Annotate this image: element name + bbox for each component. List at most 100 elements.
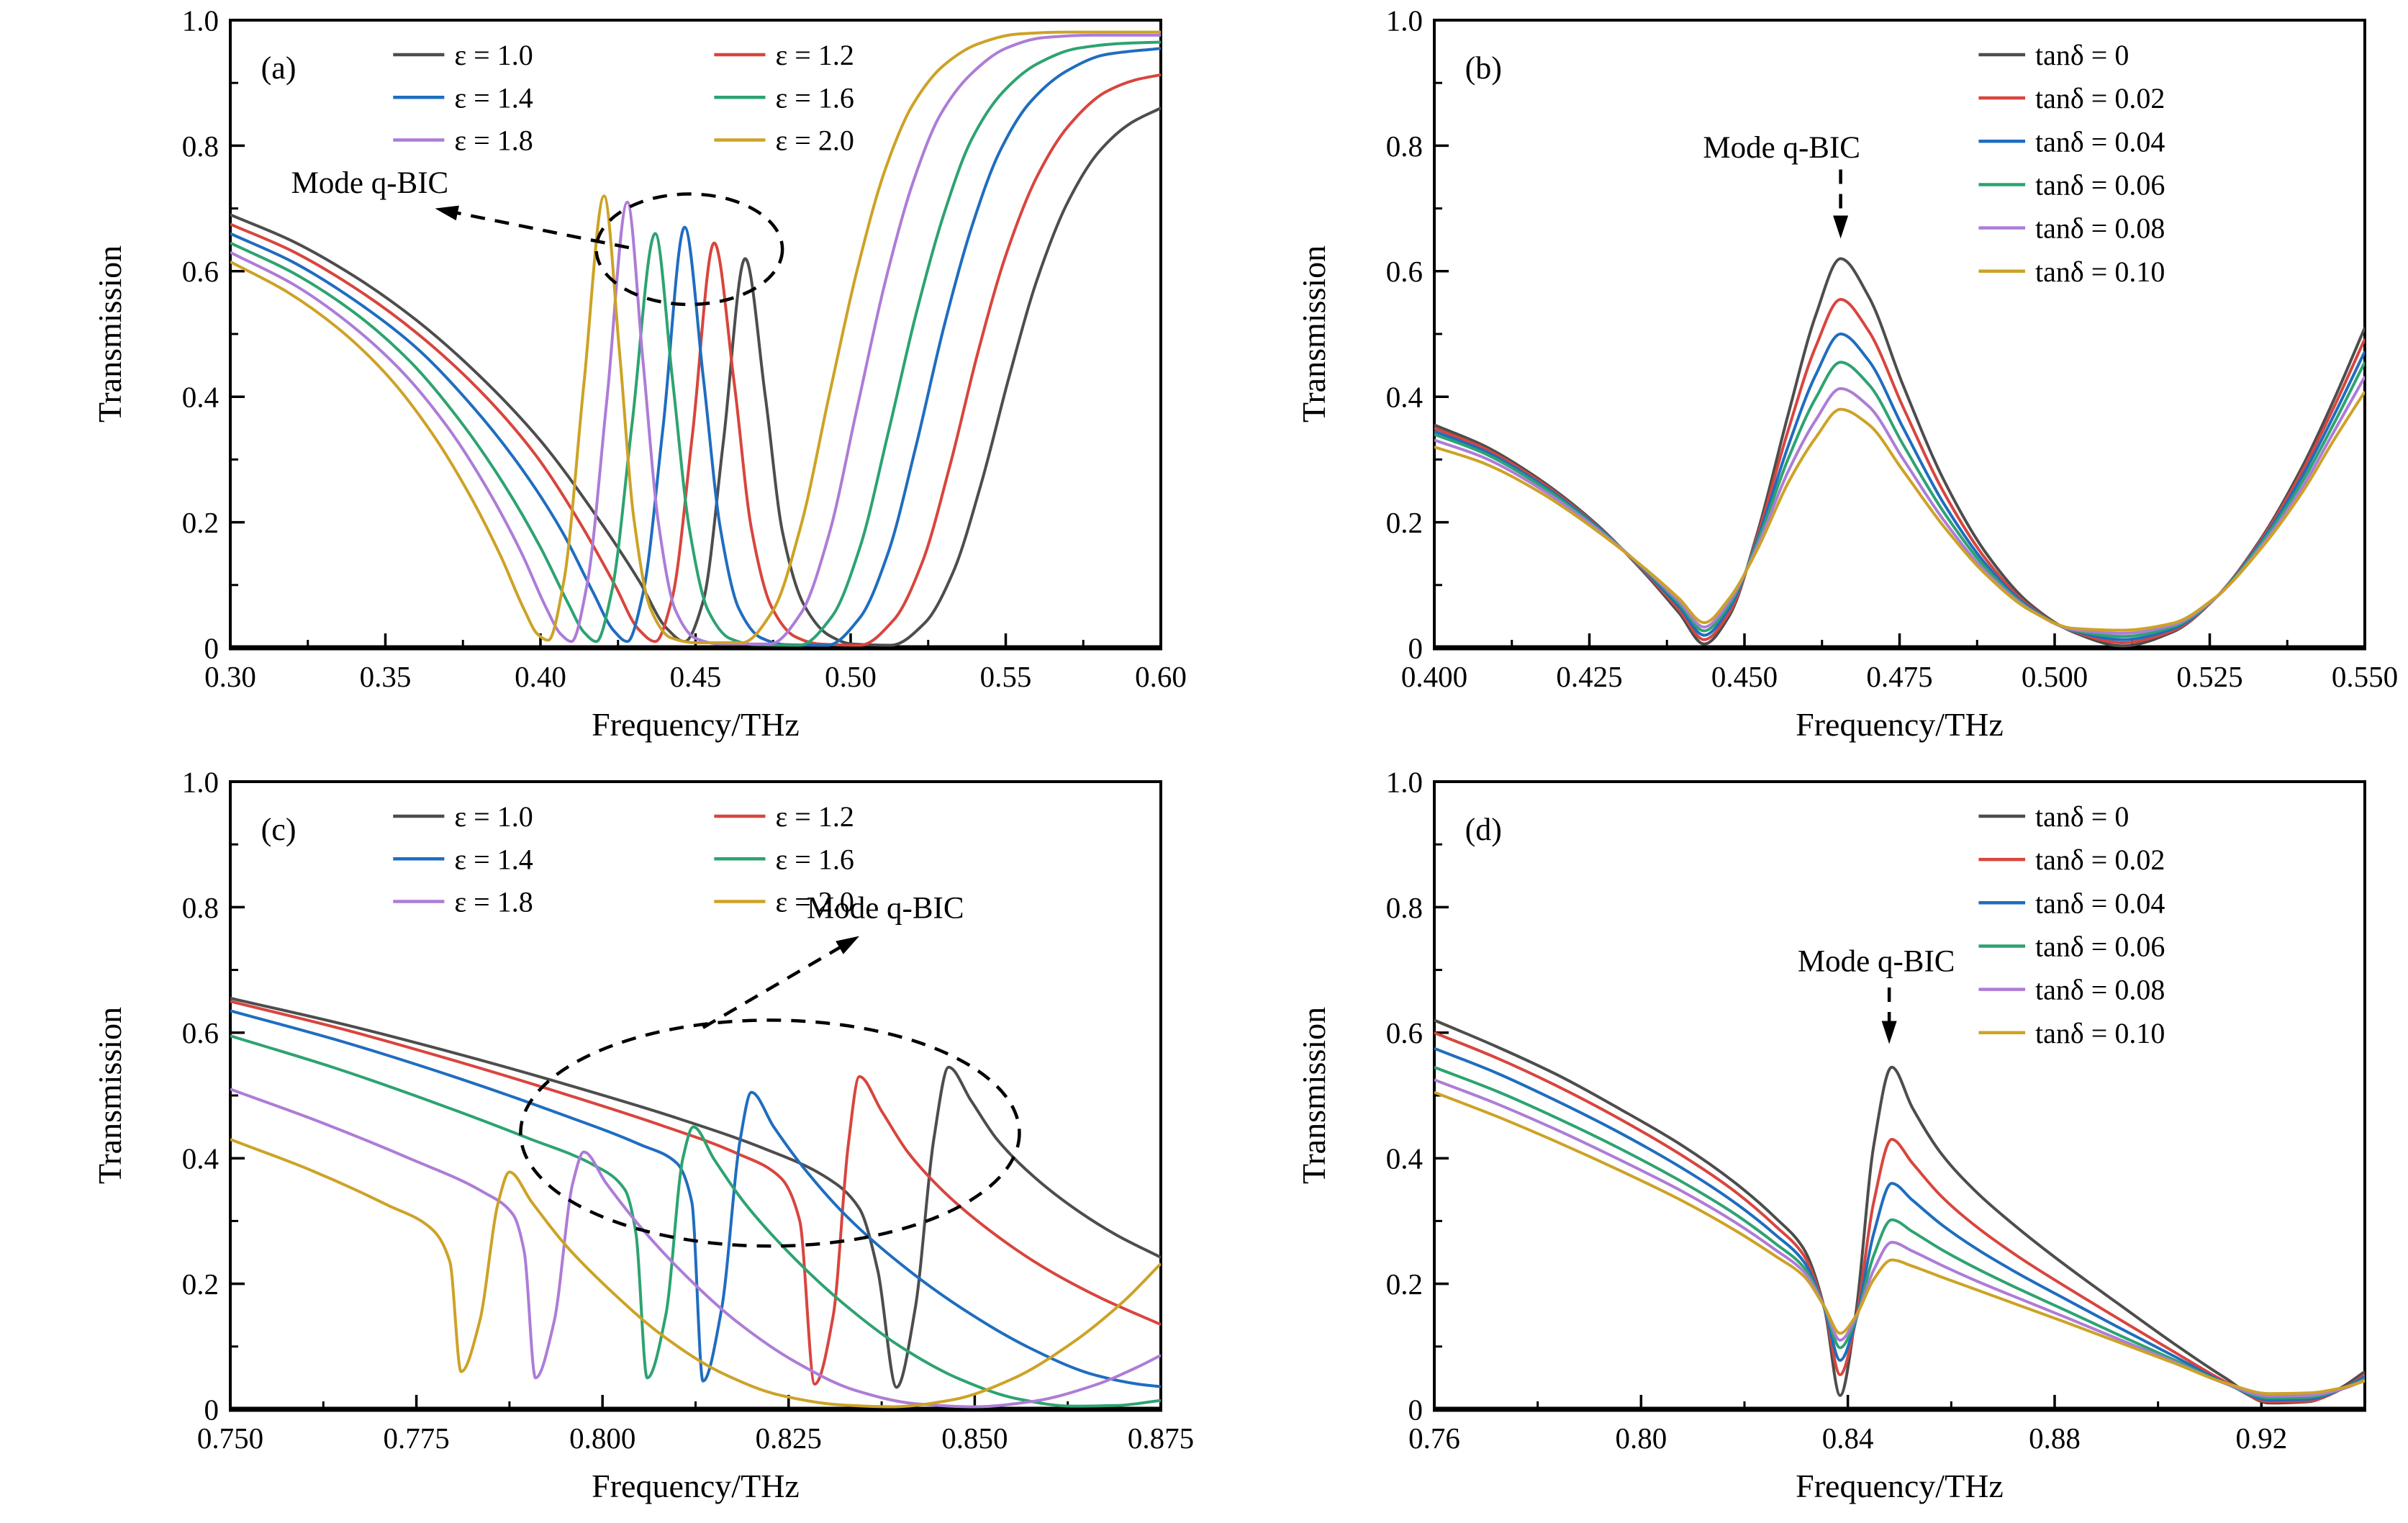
x-tick-label: 0.750 (197, 1422, 263, 1455)
panel-label: (c) (261, 812, 297, 847)
y-tick-label: 0.6 (1386, 255, 1423, 288)
legend-item: tanδ = 0.08 (1978, 974, 2165, 1006)
legend-item: ε = 1.6 (714, 843, 854, 875)
legend-label: tanδ = 0.04 (2035, 887, 2165, 919)
y-tick-label: 0.4 (1386, 1142, 1423, 1175)
legend-item: ε = 1.8 (393, 886, 533, 918)
legend-label: ε = 1.2 (775, 39, 854, 71)
series-tan-0.02 (1434, 1031, 2365, 1404)
legend-item: ε = 1.2 (714, 39, 854, 71)
legend: tanδ = 0 tanδ = 0.02 tanδ = 0.04 tanδ = 0.0… (1978, 39, 2165, 288)
y-tick-label: 0.2 (182, 506, 219, 539)
legend-item: ε = 1.4 (393, 81, 533, 114)
legend-item: tanδ = 0.06 (1978, 168, 2165, 201)
legend-item: ε = 2.0 (714, 125, 854, 157)
y-tick-label: 0.2 (182, 1267, 219, 1301)
x-tick-label: 0.80 (1615, 1422, 1667, 1455)
x-tick-label: 0.45 (670, 660, 722, 693)
y-tick-label: 1.0 (182, 4, 219, 37)
x-tick-label: 0.88 (2029, 1422, 2081, 1455)
y-tick-label: 0.6 (182, 255, 219, 288)
series-1.6 (230, 1034, 1161, 1408)
legend-label: ε = 1.8 (454, 886, 533, 918)
arrowhead-icon (1881, 1021, 1897, 1044)
legend-item: tanδ = 0 (1978, 800, 2129, 833)
arrowhead-icon (836, 936, 860, 954)
x-tick-label: 0.55 (980, 660, 1032, 693)
x-tick-label: 0.800 (569, 1422, 635, 1455)
qbic-arrow-annotation (1833, 169, 1849, 239)
x-tick-label: 0.40 (515, 660, 566, 693)
y-tick-label: 0.4 (1386, 381, 1423, 414)
legend-item: ε = 1.6 (714, 81, 854, 114)
panel-d: 0.76 0.80 0.84 0.88 0.92 0 0.2 0.4 0.6 0.8 1.0 Freq… (1204, 762, 2408, 1523)
panel-c: 0.750 0.775 0.800 0.825 0.850 0.875 0 0.2 0.4 0.6… (0, 762, 1204, 1523)
panel-label: (b) (1465, 50, 1502, 86)
legend-label: ε = 1.0 (454, 39, 533, 71)
series-1.4 (230, 47, 1161, 647)
series-1.2 (230, 1000, 1161, 1386)
x-tick-label: 0.84 (1822, 1422, 1874, 1455)
x-axis-label: Frequency/THz (592, 1468, 800, 1504)
plot-frame (229, 780, 1162, 1411)
legend-label: tanδ = 0.06 (2035, 168, 2165, 201)
x-tick-label: 0.500 (2022, 660, 2088, 693)
x-tick-label: 0.525 (2176, 660, 2242, 693)
x-tick-label: 0.60 (1135, 660, 1187, 693)
arrow-line (702, 944, 844, 1029)
qbic-ellipse-annotation (594, 192, 784, 307)
legend-label: ε = 2.0 (775, 125, 854, 157)
x-tick-label: 0.30 (204, 660, 256, 693)
legend-label: ε = 1.6 (775, 843, 854, 875)
legend-label: tanδ = 0.06 (2035, 930, 2165, 962)
x-tick-label: 0.35 (360, 660, 412, 693)
x-tick-label: 0.475 (1866, 660, 1932, 693)
legend-label: ε = 1.0 (454, 800, 533, 833)
legend-label: tanδ = 0.10 (2035, 256, 2165, 288)
arrow-line (453, 210, 630, 250)
legend-item: ε = 1.8 (393, 125, 533, 157)
series-tan-0.02 (1434, 298, 2365, 644)
legend-item: tanδ = 0 (1978, 39, 2129, 71)
series-1.8 (230, 1088, 1161, 1409)
legend-item: ε = 1.2 (714, 800, 854, 833)
series-1.0 (230, 107, 1161, 647)
legend-label: tanδ = 0.02 (2035, 82, 2165, 114)
legend-label: ε = 1.8 (454, 125, 533, 157)
y-tick-label: 0.2 (1386, 1267, 1423, 1301)
legend-item: ε = 2.0 (714, 886, 854, 918)
legend-item: ε = 1.4 (393, 843, 533, 875)
legend-label: tanδ = 0.08 (2035, 974, 2165, 1006)
series-1.4 (230, 1009, 1161, 1388)
legend-label: tanδ = 0.10 (2035, 1017, 2165, 1049)
y-tick-label: 0.8 (1386, 891, 1423, 924)
series-1.2 (230, 73, 1161, 647)
x-tick-label: 0.825 (756, 1422, 822, 1455)
series-2.0 (230, 30, 1161, 645)
legend-label: tanδ = 0.02 (2035, 844, 2165, 876)
qbic-arrow-annotation (435, 205, 630, 250)
plot-frame (1433, 19, 2366, 649)
qbic-mode-label: Mode q-BIC (291, 166, 449, 200)
legend-label: tanδ = 0 (2035, 39, 2129, 71)
x-tick-label: 0.425 (1556, 660, 1622, 693)
arrowhead-icon (435, 205, 459, 221)
x-tick-label: 0.50 (825, 660, 877, 693)
x-tick-label: 0.450 (1711, 660, 1778, 693)
series-1.6 (230, 40, 1161, 647)
y-tick-label: 0.8 (182, 130, 219, 163)
qbic-mode-label: Mode q-BIC (1798, 945, 1955, 979)
y-axis-label: Transmission (1295, 1007, 1332, 1184)
legend-item: tanδ = 0.10 (1978, 256, 2165, 288)
series-1.0 (230, 996, 1161, 1389)
y-tick-label: 0 (204, 1393, 219, 1426)
y-tick-label: 0 (1408, 631, 1423, 664)
y-tick-label: 0 (1408, 1393, 1423, 1426)
legend-item: ε = 1.0 (393, 39, 533, 71)
y-tick-label: 1.0 (1386, 4, 1423, 37)
x-tick-label: 0.400 (1401, 660, 1467, 693)
y-tick-label: 0 (204, 631, 219, 664)
legend: tanδ = 0 tanδ = 0.02 tanδ = 0.04 tanδ = 0.0… (1978, 800, 2165, 1049)
y-tick-label: 1.0 (182, 765, 219, 798)
